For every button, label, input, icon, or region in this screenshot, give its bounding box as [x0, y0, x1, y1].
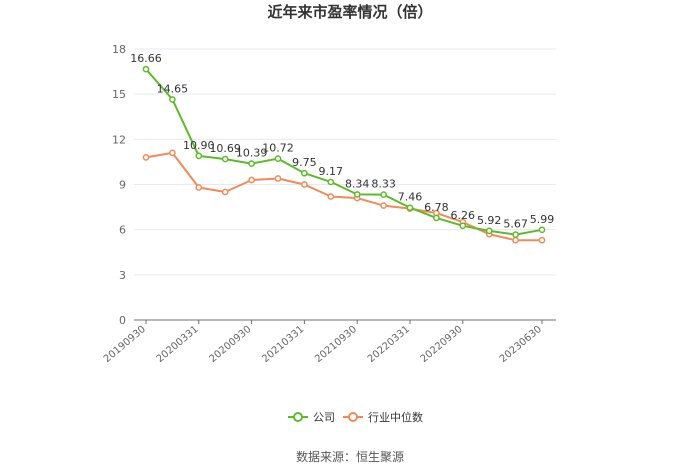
series-line-industry-median — [145, 151, 542, 242]
data-point-company — [274, 155, 282, 162]
data-point-company — [485, 227, 493, 235]
y-tick-label: 12 — [112, 133, 126, 146]
data-label: 5.92 — [477, 214, 502, 227]
data-point-company — [142, 65, 150, 73]
data-point-industry-median — [274, 175, 282, 182]
data-label: 8.34 — [345, 177, 370, 190]
data-point-industry-median — [538, 236, 546, 244]
x-tick-label: 20220331 — [366, 324, 412, 365]
data-label: 6.26 — [451, 209, 476, 222]
legend-marker-icon — [293, 412, 303, 422]
data-label: 6.78 — [424, 201, 449, 214]
x-tick-label: 20230630 — [498, 324, 544, 365]
data-point-company — [406, 204, 414, 212]
data-point-industry-median — [169, 149, 176, 157]
y-tick-label: 9 — [119, 179, 126, 192]
data-label: 5.67 — [503, 218, 528, 231]
y-tick-label: 3 — [119, 269, 126, 282]
y-tick-label: 0 — [119, 314, 126, 327]
legend-item-industry-median[interactable]: 行业中位数 — [343, 410, 423, 424]
x-tick-label: 20220930 — [419, 324, 465, 365]
data-point-company — [221, 155, 229, 163]
data-point-industry-median — [380, 202, 387, 209]
data-point-company — [538, 226, 546, 234]
grid-lines — [134, 48, 556, 276]
x-tick-label: 20200930 — [207, 324, 253, 365]
y-tick-label: 18 — [112, 43, 126, 56]
data-point-industry-median — [301, 181, 308, 188]
x-tick-label: 20190930 — [102, 324, 148, 365]
data-point-company — [512, 231, 519, 238]
legend-marker-icon — [348, 412, 358, 422]
chart-title: 近年来市盈率情况（倍） — [267, 3, 433, 21]
data-label: 9.75 — [292, 156, 317, 169]
data-label: 5.99 — [530, 213, 555, 226]
x-tick-label: 20210331 — [260, 324, 306, 365]
series-lines — [142, 65, 546, 244]
data-point-company — [433, 214, 440, 222]
legend[interactable]: 公司 行业中位数 — [288, 410, 423, 424]
data-point-industry-median — [142, 154, 150, 161]
data-source-note: 数据来源：恒生聚源 — [295, 450, 404, 464]
data-point-company — [353, 191, 361, 198]
y-tick-label: 6 — [119, 224, 126, 237]
data-label: 10.69 — [209, 142, 241, 155]
x-tick-label: 20200331 — [155, 324, 201, 365]
data-point-industry-median — [512, 236, 519, 244]
data-point-industry-median — [221, 188, 229, 196]
data-label: 8.33 — [371, 178, 396, 191]
data-point-company — [327, 178, 335, 186]
data-labels: 16.6614.6510.9010.6910.3910.729.759.178.… — [130, 52, 554, 230]
data-point-company — [459, 222, 467, 230]
data-label: 10.39 — [236, 147, 268, 160]
data-label: 14.65 — [157, 82, 189, 95]
data-label: 10.72 — [262, 142, 294, 155]
data-point-industry-median — [248, 176, 255, 184]
x-tick-label: 20210930 — [313, 324, 359, 365]
legend-label: 公司 — [313, 411, 335, 424]
legend-label: 行业中位数 — [368, 410, 423, 424]
y-tick-label: 15 — [112, 88, 126, 101]
data-point-company — [169, 96, 176, 103]
data-label: 10.90 — [183, 139, 215, 152]
series-line-company — [145, 68, 543, 236]
data-label: 16.66 — [130, 52, 162, 65]
data-point-company — [380, 191, 387, 198]
data-point-industry-median — [195, 184, 203, 191]
data-point-company — [301, 169, 308, 177]
data-point-industry-median — [327, 193, 335, 200]
legend-item-company[interactable]: 公司 — [288, 411, 335, 424]
data-point-company — [248, 160, 255, 167]
data-point-company — [195, 152, 203, 160]
data-label: 7.46 — [398, 191, 423, 204]
data-label: 9.17 — [319, 165, 344, 178]
